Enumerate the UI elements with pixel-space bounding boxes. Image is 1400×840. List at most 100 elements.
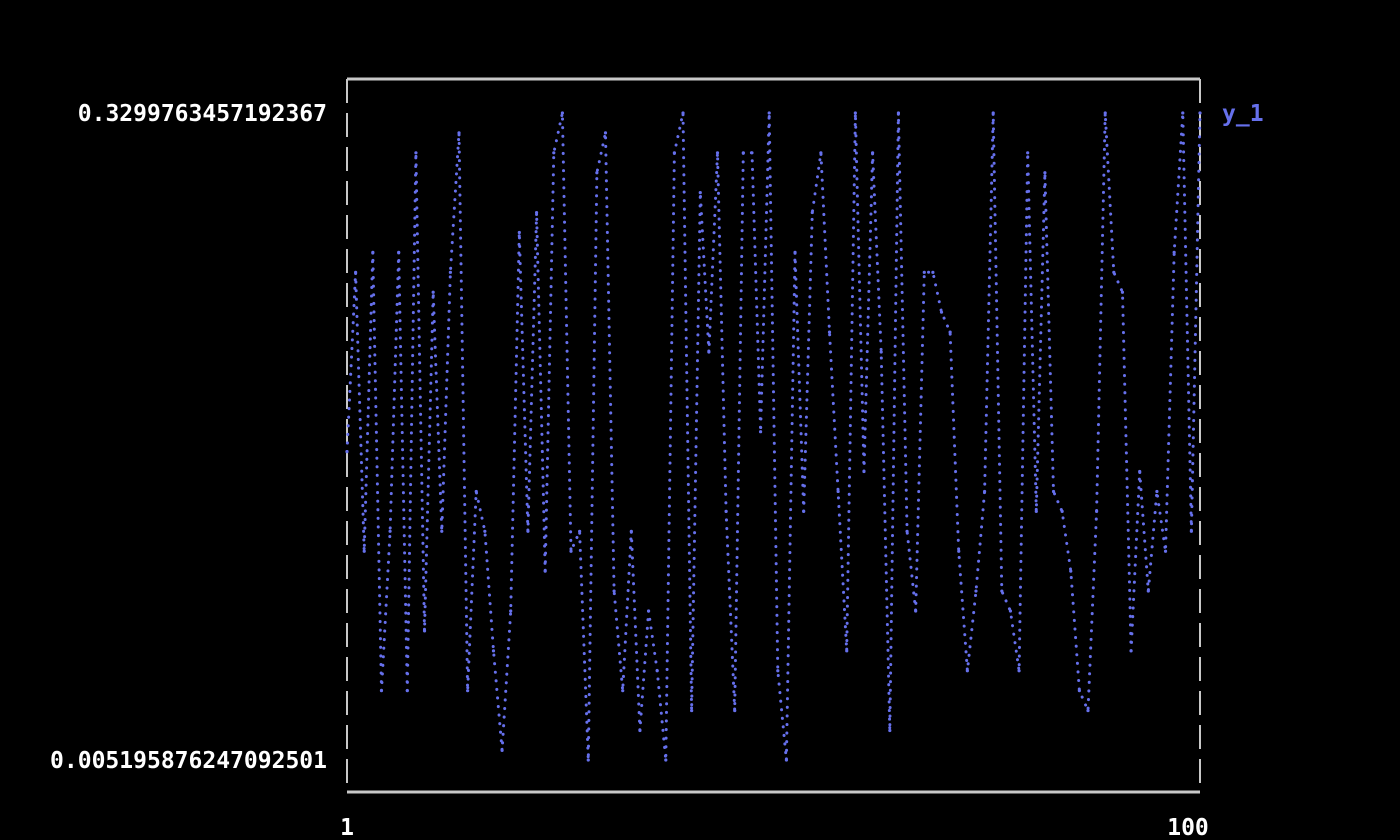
- data-point: [681, 111, 685, 115]
- data-point: [422, 629, 427, 633]
- data-point: [655, 669, 659, 673]
- data-point: [896, 111, 901, 115]
- data-point: [543, 569, 547, 573]
- data-point: [1155, 489, 1159, 494]
- data-point: [922, 270, 926, 274]
- data-point: [440, 529, 444, 533]
- data-point: [1086, 708, 1090, 713]
- data-point: [707, 350, 711, 354]
- data-point: [1198, 111, 1202, 115]
- data-point: [1051, 489, 1056, 494]
- data-point: [931, 270, 935, 274]
- data-point: [371, 250, 375, 255]
- data-point: [397, 250, 401, 255]
- data-point: [672, 151, 677, 155]
- data-point: [578, 529, 582, 533]
- data-point: [1043, 171, 1047, 175]
- data-point: [810, 210, 814, 215]
- data-point: [888, 728, 892, 733]
- data-point: [621, 689, 625, 693]
- data-point: [827, 330, 832, 334]
- data-point: [991, 111, 995, 115]
- data-point: [466, 689, 470, 693]
- data-point: [638, 728, 642, 733]
- data-point: [1172, 250, 1176, 255]
- data-point: [379, 689, 384, 693]
- data-point: [724, 509, 728, 513]
- data-point: [448, 270, 452, 274]
- data-point: [914, 609, 918, 613]
- data-point: [1095, 509, 1099, 513]
- data-point: [534, 210, 539, 215]
- data-point: [957, 549, 961, 553]
- x-tick-label-min: 1: [340, 815, 354, 840]
- data-point: [354, 270, 358, 274]
- data-point: [939, 310, 944, 314]
- data-point: [414, 151, 418, 155]
- data-point: [629, 529, 633, 533]
- data-point: [819, 151, 823, 155]
- data-point: [690, 708, 694, 713]
- data-point: [1181, 111, 1185, 115]
- data-point: [1103, 111, 1107, 115]
- data-point: [733, 708, 737, 713]
- y-tick-label-max: 0.3299763457192367: [78, 101, 327, 127]
- data-point: [767, 111, 771, 115]
- data-point: [474, 489, 478, 494]
- data-point: [517, 230, 521, 235]
- data-point: [1146, 589, 1150, 593]
- data-point: [750, 151, 754, 155]
- data-point: [836, 489, 840, 494]
- y-tick-label-min: 0.005195876247092501: [50, 748, 327, 774]
- data-point: [965, 669, 969, 673]
- data-point: [698, 191, 702, 195]
- data-point: [457, 131, 461, 135]
- data-point: [560, 111, 565, 115]
- data-point: [974, 589, 978, 593]
- data-point: [845, 649, 849, 653]
- data-point: [646, 609, 651, 613]
- data-point: [982, 489, 987, 494]
- data-point: [491, 649, 496, 653]
- data-point: [1026, 151, 1030, 155]
- data-point: [853, 111, 857, 115]
- data-point: [1034, 509, 1038, 513]
- data-point: [1112, 270, 1116, 274]
- data-point: [776, 669, 780, 673]
- data-point: [784, 758, 789, 762]
- data-point: [758, 430, 763, 434]
- legend-entry-y_1: y_1: [1222, 101, 1264, 127]
- data-point: [1138, 469, 1142, 474]
- data-point: [802, 509, 806, 513]
- data-point: [1017, 669, 1021, 673]
- data-point: [405, 689, 409, 693]
- data-point: [1069, 569, 1073, 573]
- data-point: [500, 748, 504, 753]
- data-point: [603, 131, 608, 135]
- data-point: [793, 250, 797, 255]
- data-point: [862, 469, 866, 474]
- data-point: [1163, 549, 1168, 553]
- data-point: [526, 529, 530, 533]
- data-point: [1129, 649, 1133, 653]
- data-point: [483, 529, 487, 533]
- data-point: [664, 758, 668, 762]
- data-point: [879, 350, 883, 354]
- series-y_1: [345, 111, 1202, 762]
- data-point: [431, 290, 435, 294]
- data-point: [388, 529, 392, 533]
- data-point: [905, 529, 909, 533]
- data-point: [509, 609, 513, 613]
- data-point: [345, 450, 349, 454]
- data-point: [948, 330, 952, 334]
- data-point: [1060, 509, 1064, 513]
- data-point: [612, 589, 616, 593]
- plot-frame: [346, 77, 1201, 794]
- data-point: [715, 151, 720, 155]
- data-point: [1120, 290, 1125, 294]
- data-point: [586, 758, 590, 762]
- data-point: [1189, 529, 1193, 533]
- data-point: [870, 151, 875, 155]
- data-point: [1008, 609, 1013, 613]
